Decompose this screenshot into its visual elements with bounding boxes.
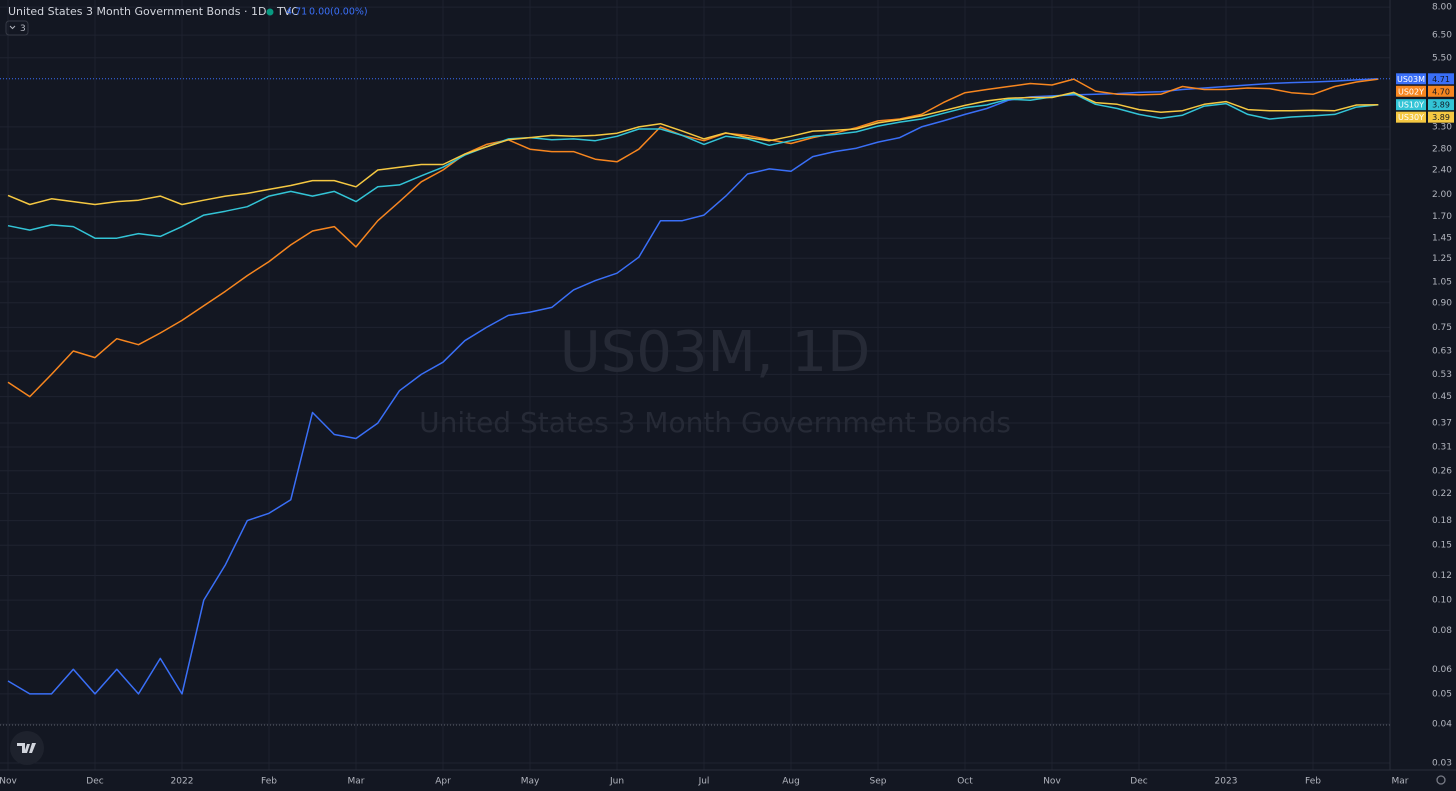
y-tick-label: 0.63: [1432, 347, 1452, 357]
price-value-box: [1428, 73, 1454, 85]
grid: [0, 0, 1390, 770]
watermark-symbol: US03M, 1D: [560, 320, 870, 385]
price-value-box: [1428, 85, 1454, 97]
x-tick-label: 2023: [1215, 777, 1238, 787]
y-tick-label: 0.31: [1432, 443, 1452, 453]
x-tick-label: Apr: [435, 777, 451, 787]
chart-title: United States 3 Month Government Bonds ·…: [8, 5, 299, 18]
series-line: [7, 91, 1379, 206]
y-tick-label: 1.70: [1432, 212, 1452, 222]
x-tick-label: Feb: [1305, 777, 1321, 787]
y-tick-label: 0.26: [1432, 466, 1452, 476]
x-tick-label: Aug: [782, 777, 800, 787]
chevron-icon: [9, 25, 16, 30]
y-tick-label: 2.40: [1432, 166, 1452, 176]
x-tick-label: Mar: [1392, 777, 1409, 787]
x-tick-label: May: [521, 777, 540, 787]
price-value-label: 3.89: [1432, 101, 1450, 110]
series-line: [7, 78, 1379, 398]
price-value-label: 4.71: [1432, 75, 1450, 84]
x-tick-label: Mar: [348, 777, 365, 787]
y-tick-label: 2.00: [1432, 190, 1452, 200]
y-tick-label: 0.08: [1432, 626, 1452, 636]
price-value-box: [1428, 111, 1454, 123]
header-last: 4.71: [286, 7, 307, 18]
price-value-label: 4.70: [1432, 87, 1450, 96]
price-label-box: [1396, 73, 1426, 85]
y-tick-label: 0.22: [1432, 489, 1452, 499]
price-value-label: 3.89: [1432, 113, 1450, 122]
watermark-description: United States 3 Month Government Bonds: [419, 406, 1011, 439]
y-tick-label: 1.05: [1432, 277, 1452, 287]
logo-mark: [17, 743, 36, 753]
x-tick-label: Jun: [609, 777, 624, 787]
price-label-box: [1396, 111, 1426, 123]
series-line: [7, 78, 1379, 695]
market-status-dot: [266, 8, 274, 16]
x-tick-label: Dec: [86, 777, 103, 787]
y-tick-label: 0.53: [1432, 370, 1452, 380]
series-name-label: US30Y: [1398, 113, 1424, 122]
indicator-count: 3: [20, 24, 26, 34]
y-tick-label: 3.30: [1432, 122, 1452, 132]
y-tick-label: 0.12: [1432, 571, 1452, 581]
y-tick-label: 0.75: [1432, 323, 1452, 333]
y-tick-label: 1.25: [1432, 254, 1452, 264]
x-tick-label: Oct: [957, 777, 973, 787]
price-label-box: [1396, 85, 1426, 97]
y-tick-label: 1.45: [1432, 234, 1452, 244]
y-tick-label: 0.06: [1432, 665, 1452, 675]
y-tick-label: 0.45: [1432, 392, 1452, 402]
x-tick-label: Nov: [0, 777, 17, 787]
plot: [7, 78, 1379, 695]
y-tick-label: 0.10: [1432, 596, 1452, 606]
x-tick-label: Dec: [1130, 777, 1147, 787]
series-name-label: US10Y: [1398, 101, 1424, 110]
x-tick-label: Sep: [870, 777, 887, 787]
y-tick-label: 0.15: [1432, 541, 1452, 551]
indicators-toggle[interactable]: [5, 20, 29, 36]
y-tick-label: 6.50: [1432, 31, 1452, 41]
y-tick-label: 0.03: [1432, 759, 1452, 769]
y-tick-label: 5.50: [1432, 53, 1452, 63]
price-label-box: [1396, 99, 1426, 111]
header-change-pct: (0.00%): [330, 7, 368, 18]
series-line: [7, 92, 1379, 239]
y-tick-label: 0.04: [1432, 720, 1452, 730]
y-tick-label: 0.18: [1432, 516, 1452, 526]
y-tick-label: 8.00: [1432, 3, 1452, 13]
axes: 8.00 6.50 5.50 3.30 2.80 2.40 2.00 1.70 1.45 1.25…: [0, 3, 1454, 787]
header-change: 0.00: [309, 7, 330, 18]
series-name-label: US02Y: [1398, 87, 1424, 96]
y-tick-label: 0.37: [1432, 419, 1452, 429]
y-tick-label: 2.80: [1432, 145, 1452, 155]
x-tick-label: Nov: [1043, 777, 1061, 787]
series-name-label: US03M: [1397, 75, 1425, 84]
x-tick-label: 2022: [171, 777, 194, 787]
settings-icon[interactable]: [1436, 775, 1446, 785]
price-value-box: [1428, 99, 1454, 111]
y-tick-label: 0.90: [1432, 298, 1452, 308]
y-tick-label: 0.05: [1432, 689, 1452, 699]
x-tick-label: Jul: [698, 777, 710, 787]
x-tick-label: Feb: [261, 777, 277, 787]
